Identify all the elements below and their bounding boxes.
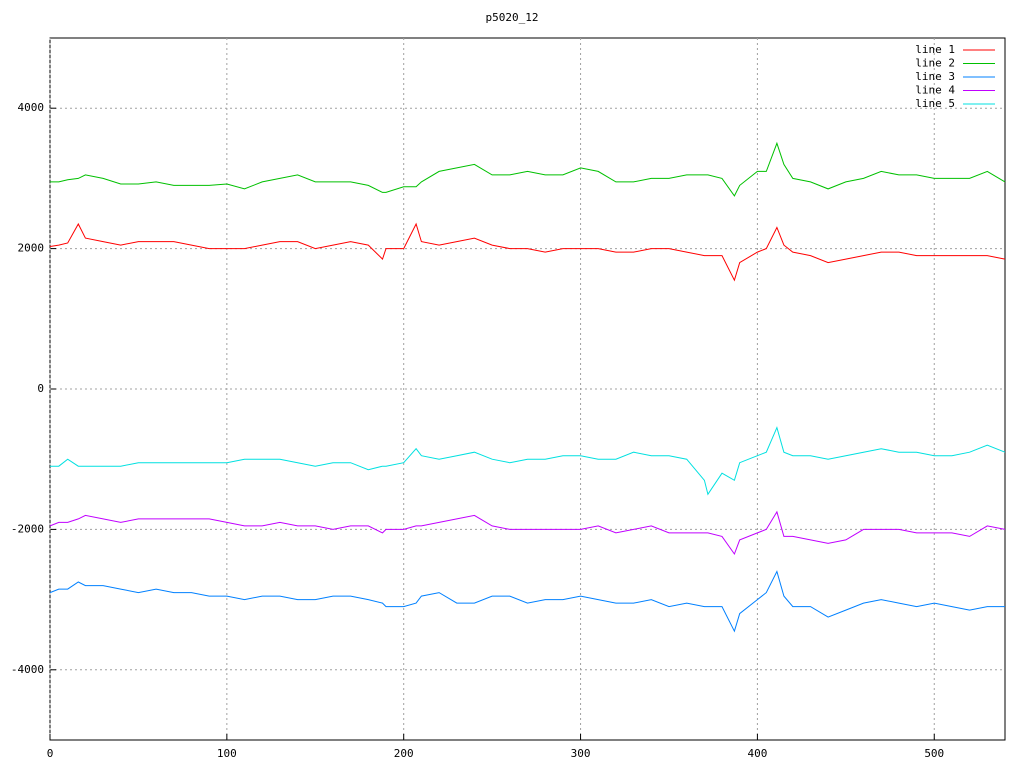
series-line (50, 426, 1006, 496)
y-tick-label: 2000 (18, 242, 45, 255)
x-tick-label: 200 (394, 747, 414, 760)
series-line (49, 570, 1005, 633)
legend-label: line 4 (915, 84, 955, 97)
x-tick-label: 100 (217, 747, 237, 760)
series-line (49, 222, 1006, 282)
y-tick-label: 4000 (18, 101, 45, 114)
chart-title: p5020_12 (486, 11, 539, 24)
x-tick-label: 0 (47, 747, 54, 760)
x-tick-label: 300 (571, 747, 591, 760)
y-tick-label: -4000 (11, 663, 44, 676)
legend-label: line 5 (915, 97, 955, 110)
legend-label: line 3 (915, 70, 955, 83)
y-tick-label: -2000 (11, 522, 44, 535)
legend-label: line 2 (915, 57, 955, 70)
series-line (49, 510, 1006, 556)
x-tick-label: 400 (747, 747, 767, 760)
legend-label: line 1 (915, 43, 955, 56)
y-tick-label: 0 (37, 382, 44, 395)
x-tick-label: 500 (924, 747, 944, 760)
series-line (50, 141, 1006, 197)
